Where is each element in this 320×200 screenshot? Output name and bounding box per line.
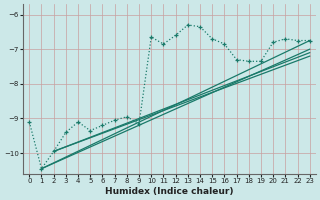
X-axis label: Humidex (Indice chaleur): Humidex (Indice chaleur) [105,187,234,196]
